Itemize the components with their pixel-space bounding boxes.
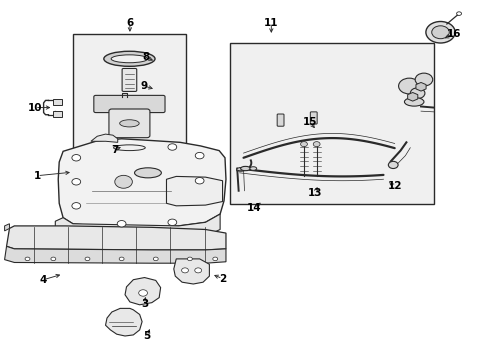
Text: 10: 10	[27, 103, 42, 113]
Text: 12: 12	[386, 181, 401, 192]
Text: 14: 14	[246, 203, 261, 213]
Circle shape	[117, 221, 126, 227]
Ellipse shape	[398, 78, 419, 94]
Text: 1: 1	[34, 171, 41, 181]
Circle shape	[115, 175, 132, 188]
Circle shape	[195, 177, 203, 184]
Ellipse shape	[113, 145, 145, 150]
Text: 15: 15	[302, 117, 316, 127]
FancyBboxPatch shape	[277, 114, 284, 126]
Text: 8: 8	[142, 52, 149, 62]
Polygon shape	[55, 214, 220, 240]
Polygon shape	[173, 259, 209, 284]
Text: 6: 6	[126, 18, 133, 28]
FancyBboxPatch shape	[73, 34, 185, 160]
Ellipse shape	[111, 55, 147, 63]
Polygon shape	[407, 93, 417, 101]
Circle shape	[212, 257, 217, 261]
Text: 16: 16	[446, 29, 461, 39]
Polygon shape	[6, 226, 225, 250]
Text: 2: 2	[219, 274, 226, 284]
Ellipse shape	[236, 168, 245, 171]
Text: 3: 3	[141, 299, 148, 309]
Text: 4: 4	[40, 275, 47, 285]
FancyBboxPatch shape	[229, 43, 433, 204]
Ellipse shape	[107, 142, 152, 153]
Text: 13: 13	[307, 188, 322, 198]
Polygon shape	[166, 176, 222, 206]
Text: 7: 7	[111, 144, 119, 154]
Polygon shape	[58, 139, 225, 227]
Ellipse shape	[120, 120, 139, 127]
Circle shape	[167, 144, 176, 150]
FancyBboxPatch shape	[53, 111, 62, 117]
Circle shape	[456, 12, 461, 15]
Ellipse shape	[240, 166, 250, 171]
Circle shape	[85, 257, 90, 261]
Ellipse shape	[414, 73, 432, 86]
Circle shape	[25, 257, 30, 261]
Text: 5: 5	[143, 331, 150, 341]
FancyBboxPatch shape	[310, 112, 317, 124]
FancyBboxPatch shape	[109, 109, 150, 138]
Circle shape	[431, 26, 448, 39]
Ellipse shape	[249, 167, 256, 170]
Circle shape	[72, 203, 81, 209]
Circle shape	[194, 268, 201, 273]
Ellipse shape	[404, 98, 423, 106]
Polygon shape	[125, 278, 160, 305]
Circle shape	[167, 219, 176, 226]
Polygon shape	[4, 246, 225, 263]
FancyBboxPatch shape	[94, 95, 164, 113]
Circle shape	[313, 141, 320, 147]
Circle shape	[425, 22, 454, 43]
Ellipse shape	[134, 168, 161, 178]
Circle shape	[181, 268, 188, 273]
Circle shape	[300, 141, 307, 147]
Text: 11: 11	[264, 18, 278, 28]
Circle shape	[51, 257, 56, 261]
Circle shape	[72, 179, 81, 185]
FancyBboxPatch shape	[53, 99, 62, 105]
Polygon shape	[91, 134, 118, 142]
Polygon shape	[105, 309, 142, 336]
Circle shape	[187, 257, 192, 261]
Polygon shape	[415, 82, 425, 91]
Circle shape	[119, 257, 124, 261]
Ellipse shape	[409, 88, 424, 99]
Polygon shape	[4, 224, 9, 231]
Circle shape	[153, 257, 158, 261]
Circle shape	[72, 154, 81, 161]
Ellipse shape	[103, 51, 155, 66]
FancyBboxPatch shape	[122, 68, 137, 91]
Text: 9: 9	[141, 81, 148, 91]
Circle shape	[195, 152, 203, 159]
Circle shape	[139, 290, 147, 296]
Circle shape	[387, 161, 397, 168]
